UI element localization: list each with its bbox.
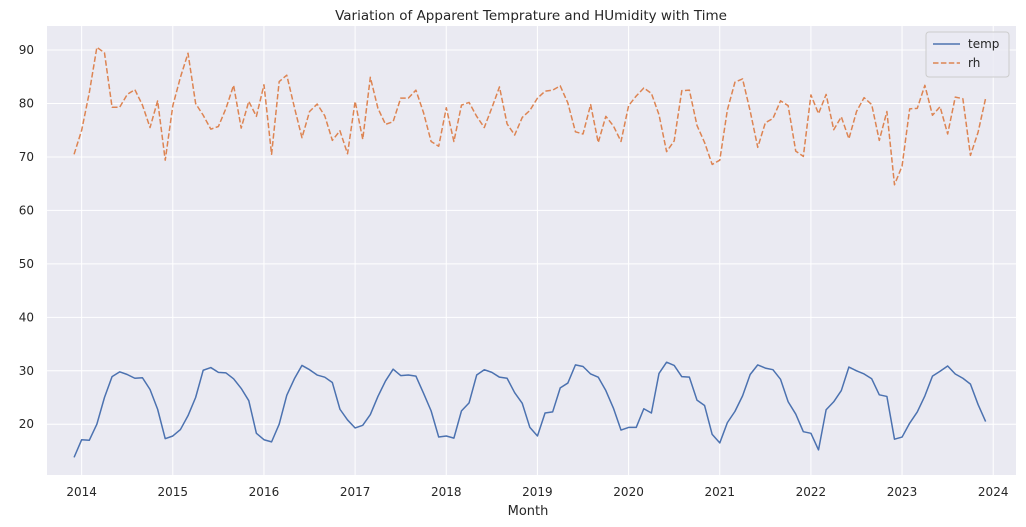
chart-title: Variation of Apparent Temprature and HUm… xyxy=(335,8,727,24)
x-tick-label: 2022 xyxy=(796,485,827,499)
y-tick-label: 80 xyxy=(19,97,34,111)
y-tick-label: 50 xyxy=(19,257,34,271)
x-tick-label: 2016 xyxy=(249,485,280,499)
plot-area xyxy=(47,26,1016,475)
x-axis-label: Month xyxy=(508,504,549,519)
tick-labels: 2014 2015 2016 2017 2018 2019 2020 2021 2022 2023… xyxy=(19,43,1009,499)
series-line-temp xyxy=(73,361,987,458)
legend-label-temp: temp xyxy=(968,37,999,51)
series-lines xyxy=(73,46,987,458)
legend-label-rh: rh xyxy=(968,56,980,70)
x-tick-label: 2023 xyxy=(887,485,918,499)
y-tick-label: 40 xyxy=(19,310,34,324)
x-tick-label: 2018 xyxy=(431,485,462,499)
x-tick-label: 2014 xyxy=(66,485,97,499)
series-line-rh xyxy=(73,46,987,186)
x-tick-label: 2017 xyxy=(340,485,371,499)
x-tick-label: 2021 xyxy=(704,485,735,499)
y-tick-label: 90 xyxy=(19,43,34,57)
y-tick-label: 70 xyxy=(19,150,34,164)
x-tick-label: 2015 xyxy=(158,485,189,499)
x-tick-label: 2020 xyxy=(613,485,644,499)
y-tick-label: 60 xyxy=(19,203,34,217)
x-tick-label: 2019 xyxy=(522,485,553,499)
y-tick-label: 20 xyxy=(19,417,34,431)
grid-lines xyxy=(47,26,1016,475)
y-tick-label: 30 xyxy=(19,364,34,378)
x-tick-label: 2024 xyxy=(978,485,1009,499)
legend: temp rh xyxy=(925,31,1010,78)
